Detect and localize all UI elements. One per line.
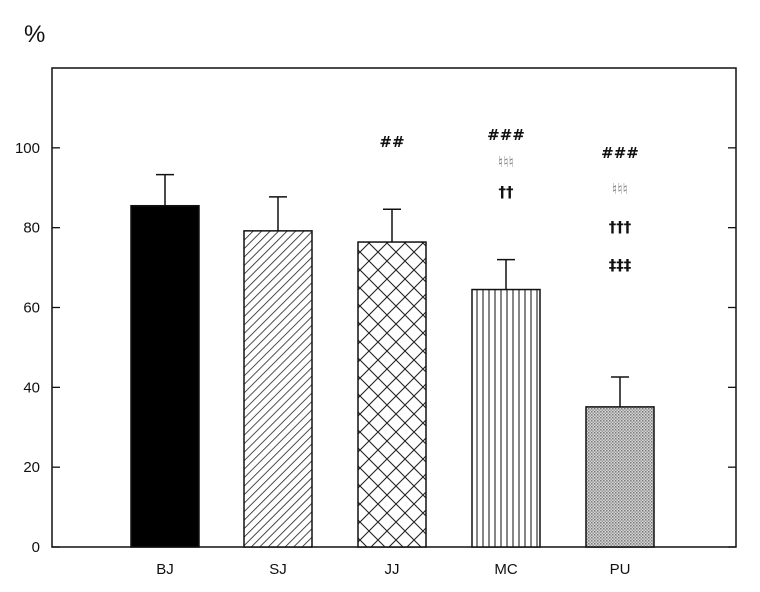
bar-sj xyxy=(243,230,313,548)
bar-jj xyxy=(357,241,427,548)
y-tick-label: 40 xyxy=(23,379,40,396)
x-category-label: JJ xyxy=(385,561,400,578)
y-tick-label: 20 xyxy=(23,459,40,476)
x-category-label: PU xyxy=(610,561,631,578)
significance-mark: ### xyxy=(487,126,525,144)
significance-mark: ## xyxy=(379,133,404,151)
y-tick-label: 100 xyxy=(15,140,40,157)
significance-mark: ♮♮♮ xyxy=(612,180,628,198)
x-category-label: BJ xyxy=(156,561,174,578)
bar-bj xyxy=(130,204,200,548)
y-tick-label: 0 xyxy=(32,539,40,556)
y-tick-label: 60 xyxy=(23,300,40,317)
bar-pu xyxy=(585,406,655,548)
x-category-label: SJ xyxy=(269,561,287,578)
y-tick-label: 80 xyxy=(23,220,40,237)
significance-mark: ### xyxy=(601,144,639,162)
x-category-label: MC xyxy=(494,561,517,578)
bar-mc xyxy=(471,288,541,548)
y-unit-label: % xyxy=(24,21,45,48)
significance-mark: ‡‡‡ xyxy=(609,256,632,274)
y-axis: 0 20 40 60 80 100 xyxy=(15,140,736,556)
significance-annotations: ## ###♮♮♮††###♮♮♮†††‡‡‡ xyxy=(379,126,638,274)
bars-group xyxy=(130,173,655,548)
significance-mark: †† xyxy=(499,183,515,201)
x-axis-labels: BJ SJ JJ MC PU xyxy=(156,561,630,578)
significance-mark: ♮♮♮ xyxy=(498,153,514,171)
significance-mark: ††† xyxy=(609,218,632,236)
